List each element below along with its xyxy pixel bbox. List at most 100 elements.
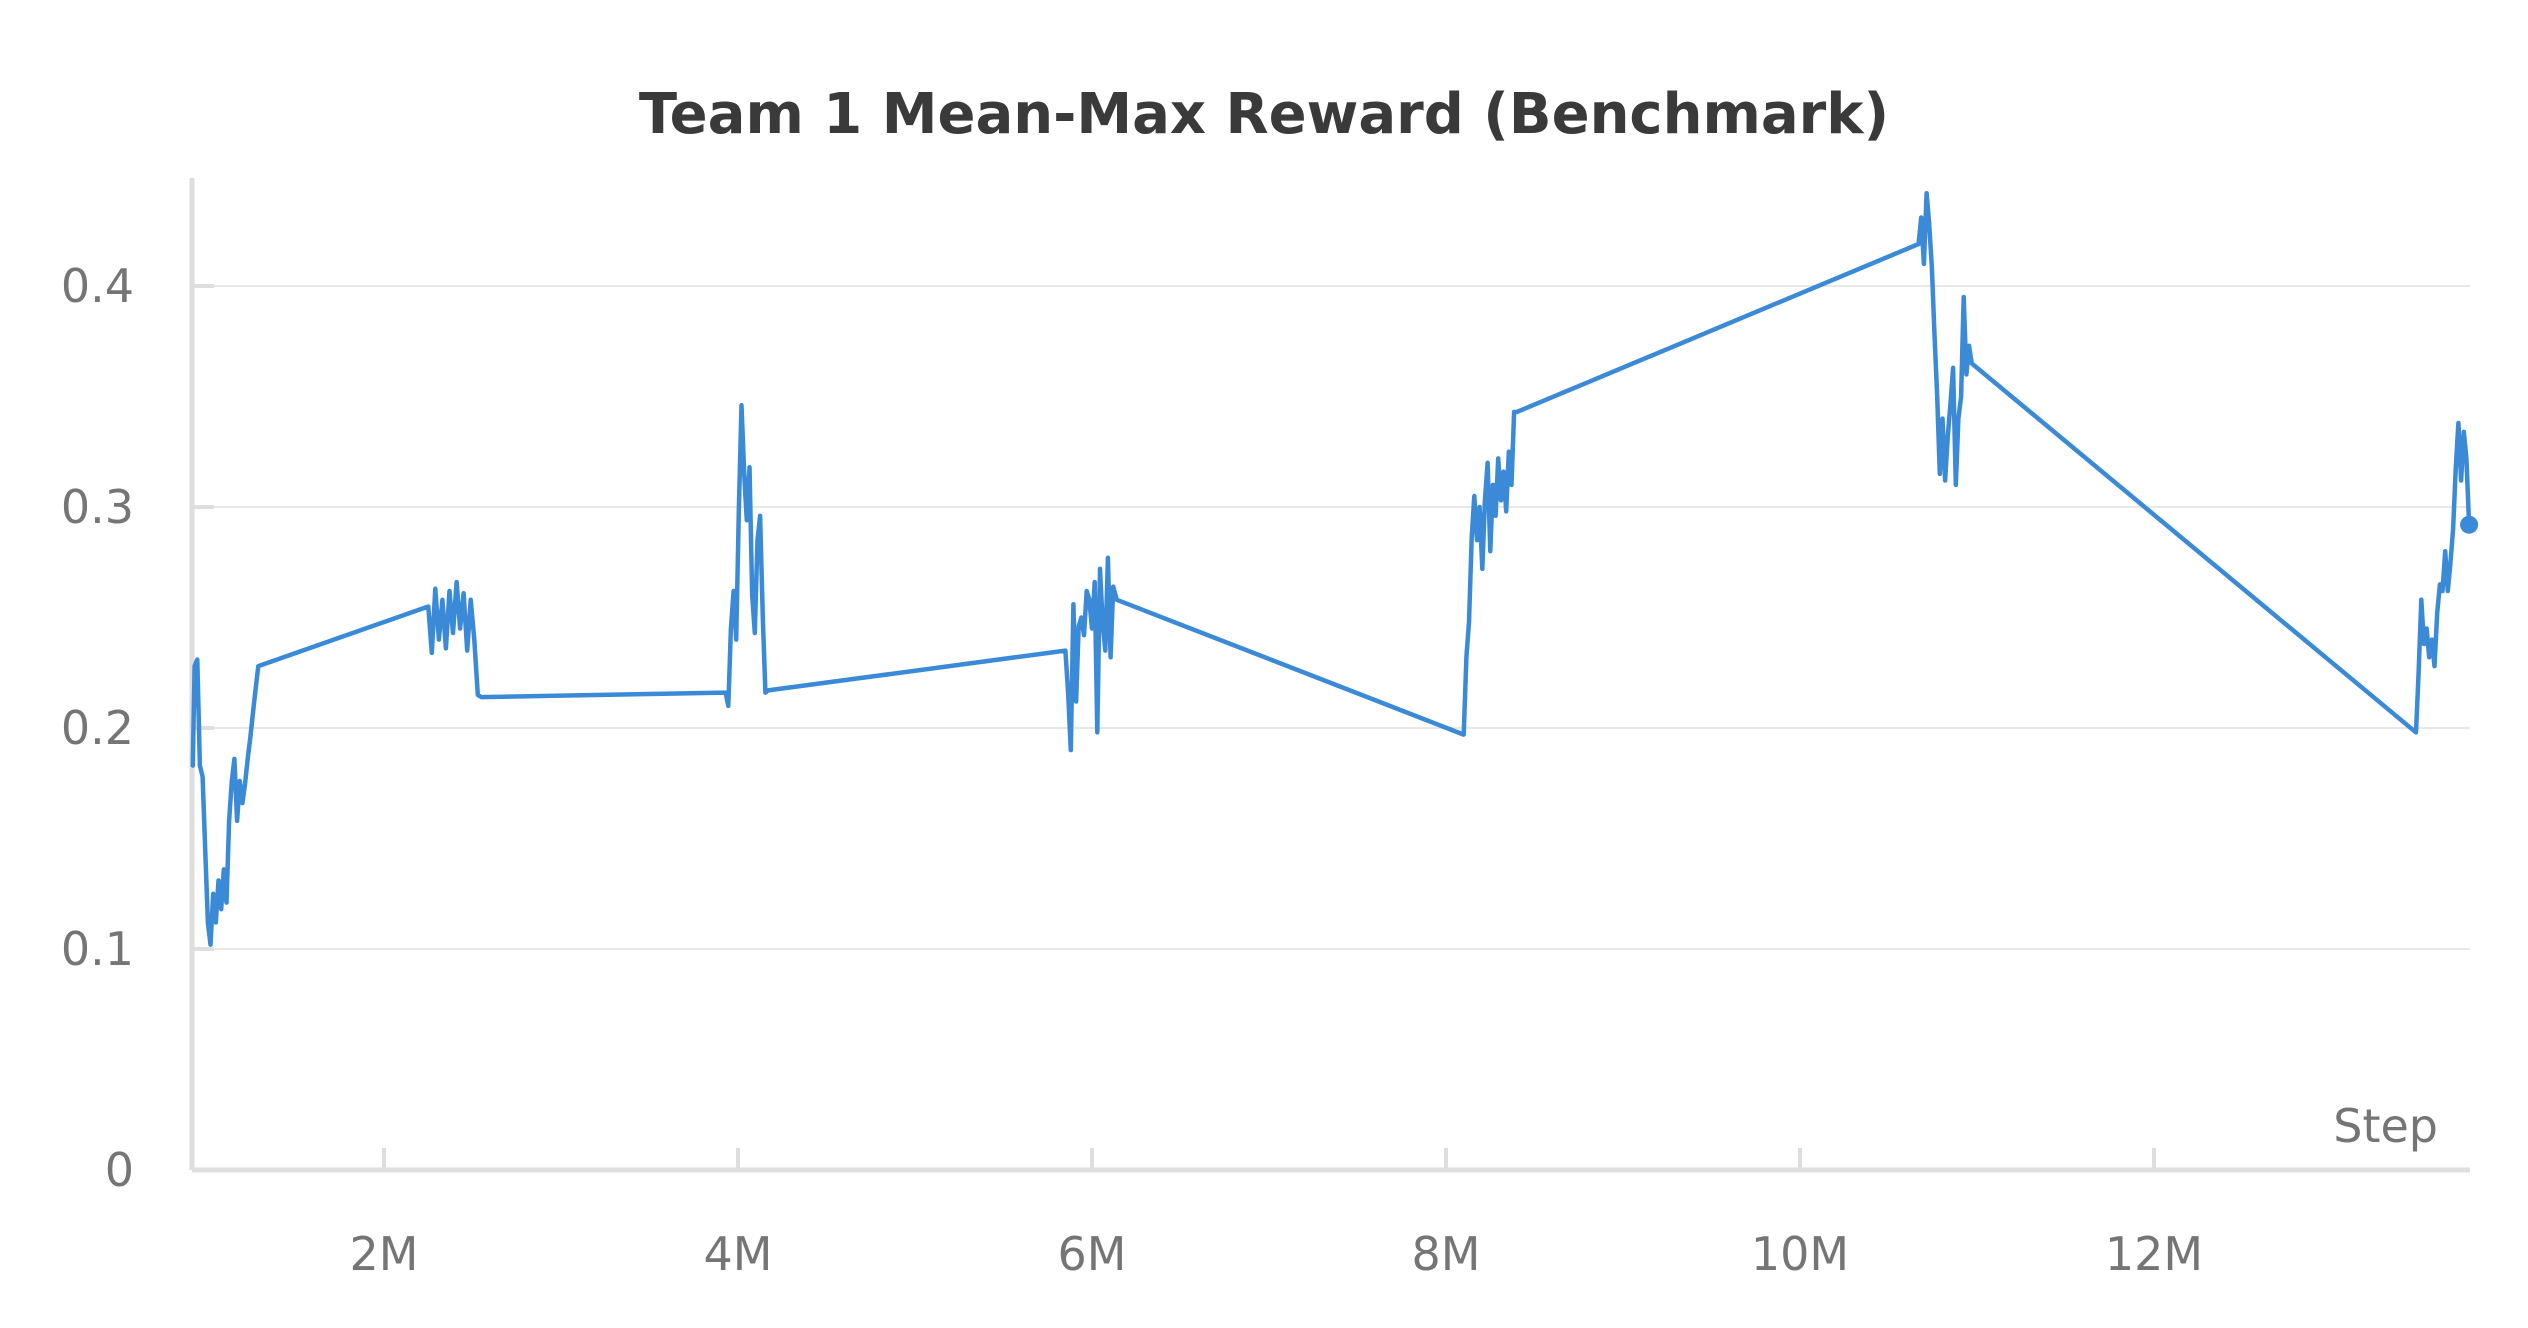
data-point bbox=[462, 591, 466, 595]
data-point bbox=[222, 867, 226, 871]
data-point bbox=[2433, 664, 2437, 668]
data-point bbox=[1486, 461, 1490, 465]
x-tick-label: 8M bbox=[1412, 1227, 1481, 1281]
data-point bbox=[1954, 483, 1958, 487]
data-point bbox=[2430, 638, 2434, 642]
data-point bbox=[1066, 691, 1070, 695]
data-point bbox=[1946, 434, 1950, 438]
data-point bbox=[472, 638, 476, 642]
data-point bbox=[1919, 216, 1923, 220]
data-point bbox=[2462, 430, 2466, 434]
data-point bbox=[232, 757, 236, 761]
x-axis-label: Step bbox=[2333, 1099, 2438, 1153]
data-point bbox=[198, 764, 202, 768]
data-point bbox=[2459, 479, 2463, 483]
data-point bbox=[476, 693, 480, 697]
data-point bbox=[2425, 627, 2429, 631]
data-point bbox=[1967, 344, 1971, 348]
data-point bbox=[1504, 509, 1508, 513]
data-point bbox=[2456, 421, 2460, 425]
grid bbox=[192, 285, 2470, 950]
data-point bbox=[753, 631, 757, 635]
data-point bbox=[193, 664, 197, 668]
data-point bbox=[1069, 748, 1073, 752]
y-tick-label: 0.2 bbox=[61, 701, 134, 755]
data-point bbox=[191, 764, 195, 768]
data-point bbox=[1087, 598, 1091, 602]
x-tick-label: 12M bbox=[2105, 1227, 2203, 1281]
x-tick-label: 2M bbox=[350, 1227, 419, 1281]
data-point bbox=[766, 688, 770, 692]
data-point bbox=[1956, 417, 1960, 421]
y-tick-label: 0.1 bbox=[61, 922, 134, 976]
data-point bbox=[1090, 627, 1094, 631]
data-point bbox=[217, 879, 221, 883]
data-point bbox=[761, 616, 765, 620]
data-point bbox=[1095, 730, 1099, 734]
data-point bbox=[465, 649, 469, 653]
data-point bbox=[1933, 333, 1937, 337]
data-point bbox=[203, 848, 207, 852]
data-point bbox=[1082, 633, 1086, 637]
data-point bbox=[1077, 624, 1081, 628]
data-point bbox=[732, 589, 736, 593]
data-point bbox=[726, 704, 730, 708]
data-point bbox=[1496, 456, 1500, 460]
data-point bbox=[1502, 470, 1506, 474]
data-point bbox=[479, 695, 483, 699]
data-point bbox=[1970, 361, 1974, 365]
data-point bbox=[1103, 649, 1107, 653]
data-point bbox=[737, 505, 741, 509]
data-point bbox=[2441, 589, 2445, 593]
data-point bbox=[2419, 598, 2423, 602]
data-point bbox=[225, 901, 229, 905]
data-point bbox=[201, 775, 205, 779]
data-point bbox=[1478, 505, 1482, 509]
data-point bbox=[1470, 536, 1474, 540]
data-point bbox=[1964, 372, 1968, 376]
data-point bbox=[209, 943, 213, 947]
x-tick-label: 6M bbox=[1058, 1227, 1127, 1281]
data-point bbox=[1480, 567, 1484, 571]
data-point bbox=[2427, 655, 2431, 659]
x-tick-label: 10M bbox=[1751, 1227, 1849, 1281]
data-point bbox=[238, 779, 242, 783]
data-point bbox=[1074, 700, 1078, 704]
data-point bbox=[433, 587, 437, 591]
data-point bbox=[219, 907, 223, 911]
data-point bbox=[2414, 730, 2418, 734]
data-point bbox=[750, 593, 754, 597]
data-point bbox=[455, 580, 459, 584]
data-point bbox=[246, 757, 250, 761]
data-point bbox=[437, 638, 441, 642]
data-point bbox=[1507, 450, 1511, 454]
series-end-marker bbox=[2460, 515, 2479, 534]
data-point bbox=[1930, 266, 1934, 270]
data-point bbox=[1071, 602, 1075, 606]
data-point bbox=[1943, 479, 1947, 483]
data-point bbox=[745, 518, 749, 522]
data-point bbox=[214, 921, 218, 925]
data-point bbox=[451, 631, 455, 635]
data-point bbox=[724, 691, 728, 695]
data-point bbox=[469, 598, 473, 602]
chart-title: Team 1 Mean-Max Reward (Benchmark) bbox=[639, 82, 1889, 147]
data-point bbox=[1115, 598, 1119, 602]
data-point bbox=[1922, 262, 1926, 266]
y-tick-label: 0.4 bbox=[61, 259, 134, 313]
data-point bbox=[243, 781, 247, 785]
data-point bbox=[1962, 295, 1966, 299]
data-point bbox=[2451, 527, 2455, 531]
data-point bbox=[1109, 655, 1113, 659]
data-point bbox=[758, 514, 762, 518]
data-point bbox=[2438, 582, 2442, 586]
data-point bbox=[440, 598, 444, 602]
data-point bbox=[734, 638, 738, 642]
tick-labels: 0 0.1 0.2 0.3 0.4 2M 4M 6M 8M 10M 12M bbox=[61, 259, 2203, 1281]
data-point bbox=[230, 779, 234, 783]
data-point bbox=[742, 472, 746, 476]
data-point bbox=[1093, 580, 1097, 584]
data-point bbox=[206, 921, 210, 925]
